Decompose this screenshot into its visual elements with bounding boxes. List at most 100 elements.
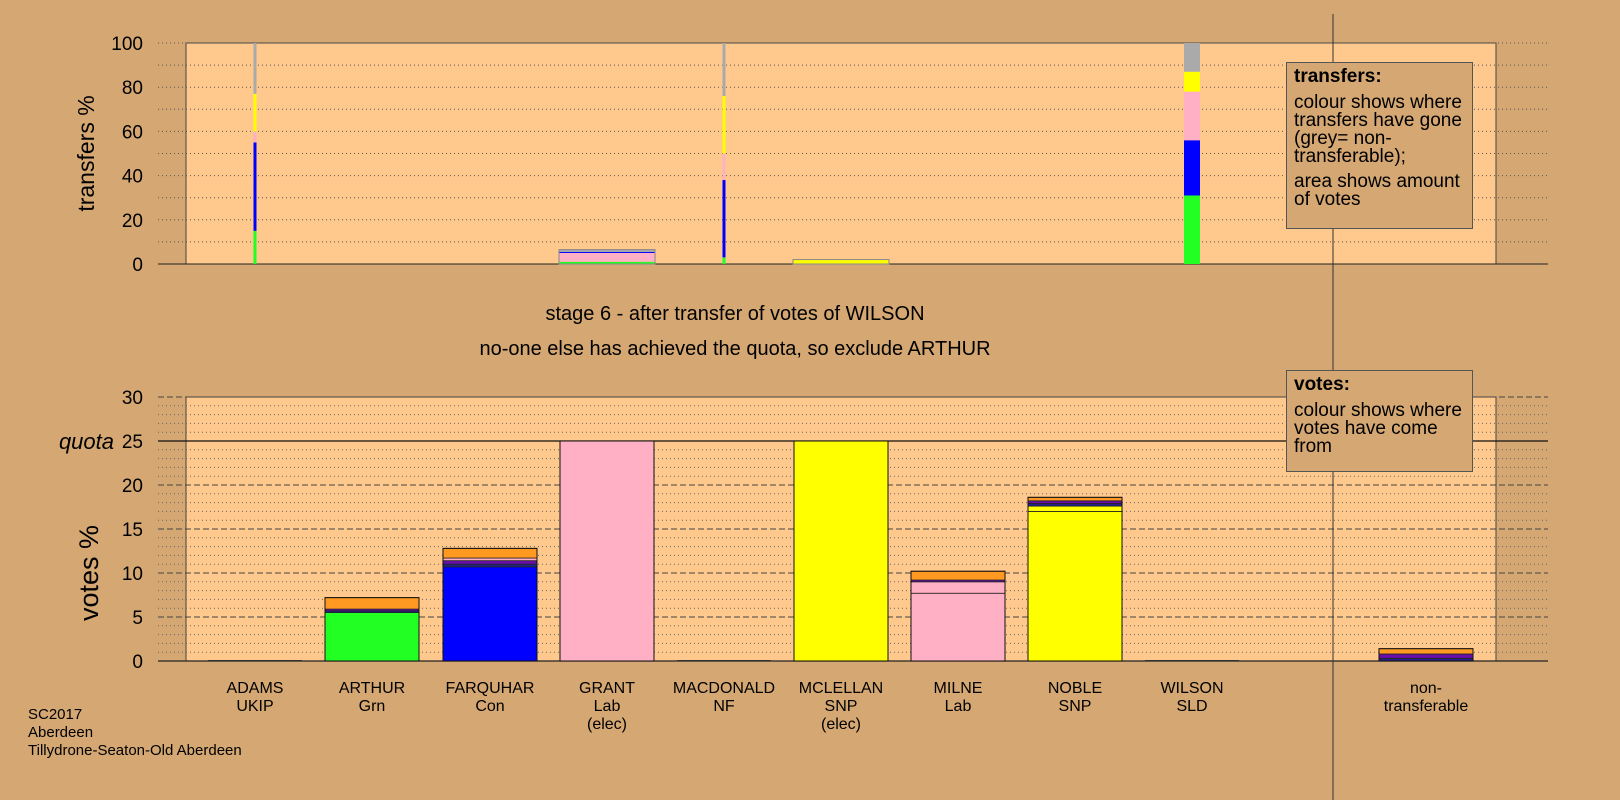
votes-y-tick-label: 5: [132, 608, 143, 629]
transfers-y-tick-label: 60: [122, 122, 143, 143]
vote-bar-outline: [1378, 648, 1474, 662]
votes-y-tick-label: 15: [122, 520, 143, 541]
vote-segment: [442, 547, 538, 559]
vote-segment: [1027, 496, 1123, 502]
candidate-party: Lab: [944, 698, 972, 715]
candidate-name: WILSON: [1160, 680, 1224, 697]
candidate-party: Con: [475, 698, 505, 715]
candidate-party: NF: [713, 698, 735, 715]
vote-segment: [559, 440, 655, 662]
candidate-party: SNP: [1058, 698, 1092, 715]
transfers-legend-line-2: area shows amount of votes: [1294, 171, 1460, 210]
transfers-y-tick-label: 0: [132, 255, 143, 276]
vote-segment: [1027, 510, 1123, 662]
transfers-legend: transfers: colour shows where transfers …: [1286, 62, 1473, 229]
candidate-party: SLD: [1176, 698, 1208, 715]
transfers-plot-area: [185, 42, 1497, 265]
vote-segment: [324, 612, 420, 662]
transfer-segment: [1184, 91, 1200, 141]
vote-segment: [442, 560, 538, 565]
candidate-name: NOBLE: [1047, 680, 1103, 697]
candidate-name: FARQUHAR: [445, 680, 535, 697]
vote-bar-outline: [793, 440, 889, 662]
transfer-segment: [722, 153, 726, 181]
candidate-elected: (elec): [820, 716, 861, 733]
candidate-name: non-: [1409, 680, 1443, 697]
vote-segment: [910, 570, 1006, 581]
candidate-elected: (elec): [586, 716, 627, 733]
footer: SC2017 Aberdeen Tillydrone-Seaton-Old Ab…: [28, 706, 242, 760]
candidate-name: MILNE: [933, 680, 983, 697]
action-caption: no-one else has achieved the quota, so e…: [479, 338, 991, 360]
candidate-label: NOBLE SNP: [1015, 680, 1135, 716]
vote-segment: [1378, 653, 1474, 659]
footer-election: SC2017: [28, 706, 83, 723]
votes-legend-title: votes:: [1294, 374, 1350, 395]
candidate-label: MILNE Lab: [898, 680, 1018, 716]
votes-chart: 0 5 10 15 20 25 30 quota votes %: [59, 388, 1548, 673]
candidate-label: MACDONALD NF: [664, 680, 784, 716]
vote-segment: [910, 581, 1006, 594]
votes-y-tick-label: 20: [122, 476, 143, 497]
transfer-bar-outline: [792, 259, 890, 265]
transfer-segment: [253, 43, 257, 94]
candidate-name: ARTHUR: [338, 680, 406, 697]
transfer-segment: [559, 252, 655, 262]
candidate-label: non-transferable: [1366, 680, 1486, 716]
transfer-segment: [793, 259, 889, 264]
vote-bar-outline: [910, 570, 1006, 662]
transfers-y-tick-label: 20: [122, 211, 143, 232]
footer-ward: Tillydrone-Seaton-Old Aberdeen: [28, 742, 242, 759]
vote-segment: [910, 592, 1006, 662]
votes-legend: votes: colour shows where votes have com…: [1286, 370, 1473, 472]
transfers-chart: 0 20 40 60 80 100 transfers %: [73, 34, 1548, 276]
candidate-name: MACDONALD: [672, 680, 776, 697]
transfer-segment: [253, 131, 257, 143]
votes-y-tick-label: 25: [122, 432, 143, 453]
transfer-segment: [559, 249, 655, 252]
transfer-segment: [253, 230, 257, 264]
transfers-legend-line-1: colour shows where transfers have gone (…: [1294, 92, 1462, 167]
candidate-label: ADAMS UKIP: [195, 680, 315, 716]
candidate-label: ARTHUR Grn: [312, 680, 432, 716]
vote-segment: [442, 566, 538, 662]
transfer-segment: [1184, 140, 1200, 196]
transfer-bar-outline: [558, 249, 656, 265]
transfer-segment: [559, 251, 655, 253]
votes-legend-line-1: colour shows where votes have come from: [1294, 400, 1462, 457]
vote-bar-outline: [559, 440, 655, 662]
votes-y-tick-label: 10: [122, 564, 143, 585]
transfers-y-tick-label: 100: [111, 34, 143, 55]
transfers-legend-title: transfers:: [1294, 66, 1382, 87]
vote-bar-outline: [442, 547, 538, 662]
transfers-y-tick-label: 80: [122, 78, 143, 99]
transfer-segment: [722, 96, 726, 154]
candidate-name: MCLELLAN: [798, 680, 884, 697]
transfers-y-tick-label: 40: [122, 167, 143, 188]
vote-segment: [324, 597, 420, 610]
quota-label: quota: [59, 429, 114, 454]
stage-caption: stage 6 - after transfer of votes of WIL…: [545, 303, 925, 325]
transfer-segment: [1184, 43, 1200, 72]
transfer-segment: [722, 257, 726, 264]
candidate-label: FARQUHAR Con: [430, 680, 550, 716]
transfer-segment: [1184, 195, 1200, 264]
vote-segment: [1378, 648, 1474, 655]
vote-segment: [1027, 505, 1123, 512]
footer-council: Aberdeen: [28, 724, 94, 741]
votes-y-tick-label: 30: [122, 388, 143, 409]
candidate-party: SNP: [824, 698, 858, 715]
transfer-segment: [722, 43, 726, 97]
transfer-segment: [722, 180, 726, 258]
transfer-segment: [253, 142, 257, 231]
votes-y-tick-label: 0: [132, 652, 143, 673]
candidate-party: transferable: [1383, 698, 1469, 715]
transfers-y-axis-label: transfers %: [73, 95, 99, 211]
candidate-name: GRANT: [579, 680, 635, 697]
candidate-label: GRANT Lab (elec): [547, 680, 667, 734]
vote-bar-outline: [1027, 496, 1123, 662]
candidate-party: Grn: [358, 698, 386, 715]
candidate-label: MCLELLAN SNP (elec): [781, 680, 901, 734]
candidate-name: ADAMS: [226, 680, 284, 697]
